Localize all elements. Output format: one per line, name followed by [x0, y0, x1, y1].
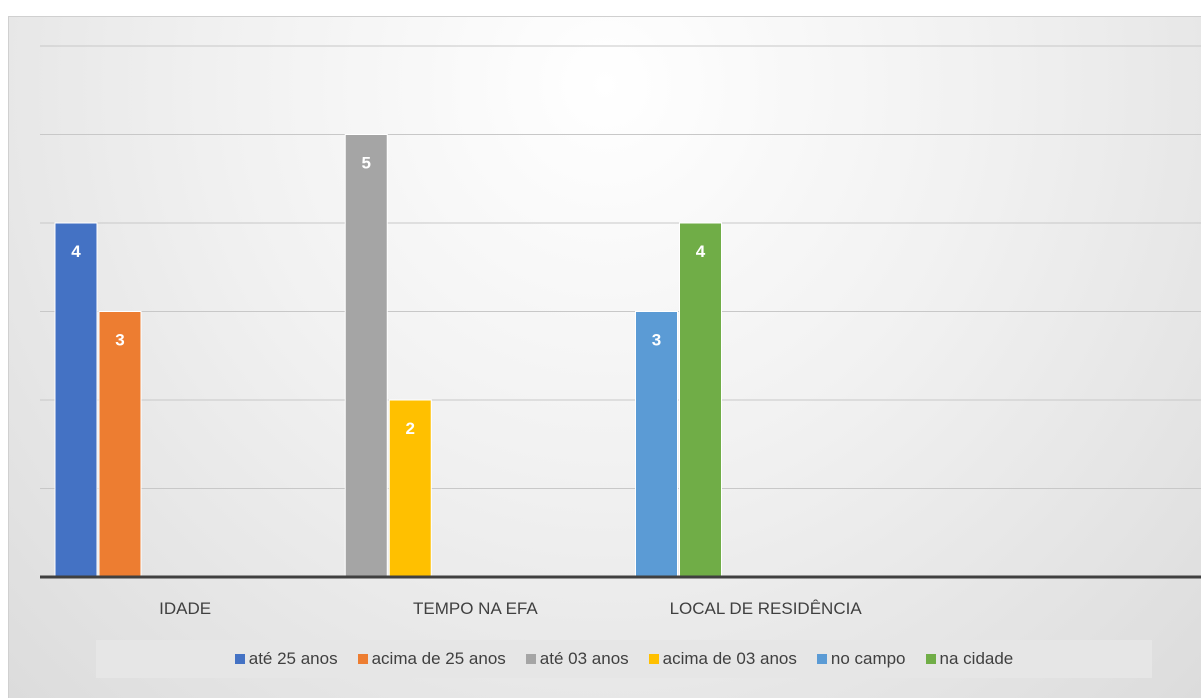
- legend-swatch: [234, 654, 245, 664]
- legend-label: até 25 anos: [248, 649, 338, 668]
- bar-até-03-anos: [344, 134, 388, 578]
- bars: [54, 134, 722, 578]
- legend-item: no campo: [816, 649, 906, 669]
- bar-acima-de-25-anos: [98, 311, 142, 578]
- legend-swatch: [525, 654, 536, 664]
- legend-label: acima de 03 anos: [662, 649, 797, 668]
- gridlines: [40, 45, 1201, 489]
- data-label: 3: [652, 331, 661, 350]
- bar-até-25-anos: [54, 222, 98, 578]
- chart-area: [8, 16, 1201, 698]
- legend-label: na cidade: [939, 649, 1014, 668]
- data-label: 5: [362, 154, 371, 173]
- legend-item: na cidade: [925, 649, 1014, 669]
- legend-item: até 25 anos: [234, 649, 338, 669]
- category-label: IDADE: [159, 599, 211, 618]
- category-labels: IDADE TEMPO NA EFA LOCAL DE RESIDÊNCIA: [159, 599, 862, 618]
- legend-item: até 03 anos: [525, 649, 629, 669]
- category-label: TEMPO NA EFA: [413, 599, 538, 618]
- data-label: 4: [696, 242, 706, 261]
- data-label: 4: [71, 242, 81, 261]
- legend-label: no campo: [830, 649, 906, 668]
- legend-label: acima de 25 anos: [371, 649, 506, 668]
- bar-no-campo: [635, 311, 678, 578]
- legend-label: até 03 anos: [539, 649, 629, 668]
- legend-swatch: [648, 654, 659, 664]
- legend-swatch: [816, 654, 827, 664]
- legend-item: acima de 03 anos: [648, 649, 797, 669]
- data-label: 3: [115, 331, 124, 350]
- bar-na-cidade: [679, 222, 722, 578]
- legend: até 25 anos acima de 25 anos até 03 anos ac…: [96, 640, 1152, 678]
- legend-swatch: [357, 654, 368, 664]
- legend-swatch: [925, 654, 936, 664]
- legend-item: acima de 25 anos: [357, 649, 506, 669]
- category-label: LOCAL DE RESIDÊNCIA: [670, 599, 863, 618]
- value-labels: 4 3 5 2 3 4: [71, 154, 706, 439]
- data-label: 2: [406, 419, 415, 438]
